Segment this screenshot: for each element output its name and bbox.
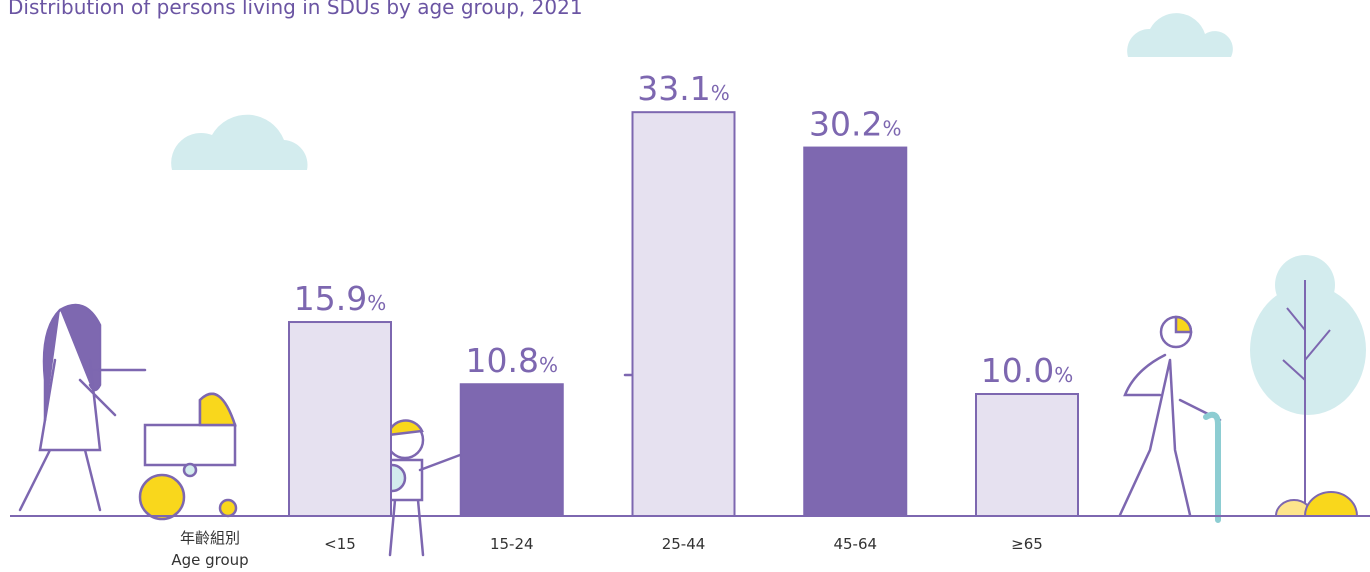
value-label: 30.2% bbox=[809, 105, 902, 144]
value-label: 10.0% bbox=[981, 351, 1074, 390]
x-tick-label: <15 bbox=[324, 535, 356, 553]
bar bbox=[975, 393, 1079, 517]
x-tick-label: 45-64 bbox=[833, 535, 877, 553]
x-axis-label: 年齡組別 bbox=[180, 529, 240, 547]
x-tick-label: ≥65 bbox=[1011, 535, 1043, 553]
x-axis-label: Age group bbox=[171, 551, 248, 569]
bar bbox=[288, 321, 392, 517]
decoration bbox=[171, 13, 1366, 517]
bar bbox=[631, 111, 736, 518]
chart-title: Distribution of persons living in SDUs b… bbox=[8, 0, 583, 19]
value-label: 15.9% bbox=[294, 279, 387, 318]
bar bbox=[459, 383, 564, 517]
bar bbox=[803, 146, 908, 517]
x-tick-label: 25-44 bbox=[662, 535, 706, 553]
x-tick-label: 15-24 bbox=[490, 535, 534, 553]
value-label: 10.8% bbox=[466, 341, 559, 380]
value-label: 33.1% bbox=[637, 69, 730, 108]
